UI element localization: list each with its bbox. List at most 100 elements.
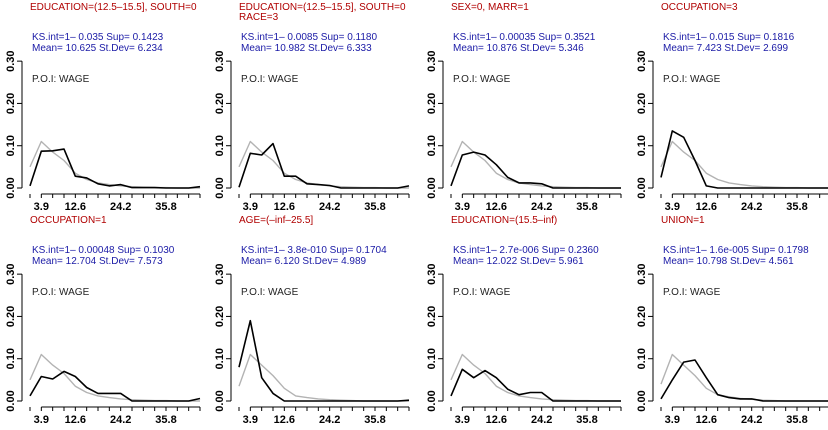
series-line — [29, 140, 200, 189]
chart-panel: SEX=0, MARR=1 KS.int=1– 0.00035 Sup= 0.35… — [426, 2, 622, 213]
y-tick-label: 0.30 — [426, 263, 438, 284]
chart-panel: OCCUPATION=1 KS.int=1– 0.00048 Sup= 0.103… — [5, 215, 201, 426]
x-tick-label: 3.9 — [34, 414, 49, 426]
stats-line: KS.int=1– 0.0085 Sup= 0.1180 — [241, 32, 377, 43]
y-tick-label: 0.20 — [214, 93, 226, 114]
x-tick-label: 35.8 — [364, 201, 385, 213]
x-tick-label: 24.2 — [531, 414, 552, 426]
y-tick-label: 0.30 — [426, 50, 438, 71]
series-line — [29, 370, 201, 402]
y-tick-label: 0.20 — [5, 93, 17, 114]
series-line — [450, 353, 621, 402]
x-tick-label: 12.6 — [65, 201, 86, 213]
poi-label: P.O.I: WAGE — [663, 287, 721, 298]
y-tick-label: 0.30 — [636, 50, 648, 71]
x-tick-label: 12.6 — [274, 414, 295, 426]
x-tick-label: 12.6 — [486, 201, 507, 213]
y-tick-label: 0.20 — [426, 93, 438, 114]
stats-line: KS.int=1– 2.7e-006 Sup= 0.2360 — [453, 245, 599, 256]
y-tick-label: 0.20 — [214, 306, 226, 327]
x-tick-label: 12.6 — [696, 414, 717, 426]
panel-title: EDUCATION=(12.5–15.5], SOUTH=0 — [239, 2, 406, 13]
panel-title: EDUCATION=(15.5–inf) — [451, 215, 557, 226]
stats-line: Mean= 7.423 St.Dev= 2.699 — [663, 43, 789, 54]
y-tick-label: 0.20 — [5, 306, 17, 327]
x-tick-label: 3.9 — [455, 201, 470, 213]
chart-panel: AGE=(–inf–25.5] KS.int=1– 3.8e-010 Sup= 0… — [214, 215, 410, 426]
series-line — [660, 140, 828, 189]
panel-title: RACE=3 — [239, 12, 279, 23]
y-tick-label: 0.20 — [426, 306, 438, 327]
x-tick-label: 24.2 — [741, 414, 762, 426]
x-tick-label: 35.8 — [576, 414, 597, 426]
x-tick-label: 35.8 — [155, 201, 176, 213]
y-tick-label: 0.30 — [5, 263, 17, 284]
x-tick-label: 12.6 — [65, 414, 86, 426]
panel-title: AGE=(–inf–25.5] — [239, 215, 313, 226]
x-tick-label: 12.6 — [486, 414, 507, 426]
y-tick-label: 0.10 — [214, 135, 226, 156]
x-tick-label: 24.2 — [319, 201, 340, 213]
stats-line: KS.int=1– 1.6e-005 Sup= 0.1798 — [663, 245, 809, 256]
x-tick-label: 24.2 — [110, 201, 131, 213]
x-tick-label: 3.9 — [455, 414, 470, 426]
series-line — [450, 140, 621, 189]
stats-line: Mean= 12.704 St.Dev= 7.573 — [32, 256, 163, 267]
x-tick-label: 24.2 — [110, 414, 131, 426]
stats-line: Mean= 6.120 St.Dev= 4.989 — [241, 256, 367, 267]
y-tick-label: 0.00 — [214, 177, 226, 198]
series-line — [29, 148, 201, 189]
poi-label: P.O.I: WAGE — [32, 74, 90, 85]
y-tick-label: 0.10 — [5, 348, 17, 369]
series-line — [238, 142, 410, 189]
x-tick-label: 24.2 — [741, 201, 762, 213]
stats-line: KS.int=1– 3.8e-010 Sup= 0.1704 — [241, 245, 387, 256]
series-line — [238, 353, 409, 402]
y-tick-label: 0.10 — [426, 348, 438, 369]
poi-label: P.O.I: WAGE — [241, 74, 299, 85]
y-tick-label: 0.30 — [214, 263, 226, 284]
y-tick-label: 0.20 — [636, 93, 648, 114]
poi-label: P.O.I: WAGE — [663, 74, 721, 85]
y-tick-label: 0.10 — [636, 135, 648, 156]
x-tick-label: 3.9 — [665, 414, 680, 426]
panel-title: UNION=1 — [661, 215, 705, 226]
y-tick-label: 0.10 — [214, 348, 226, 369]
poi-label: P.O.I: WAGE — [32, 287, 90, 298]
stats-line: KS.int=1– 0.00048 Sup= 0.1030 — [32, 245, 175, 256]
x-tick-label: 3.9 — [665, 201, 680, 213]
panel-title: OCCUPATION=1 — [30, 215, 107, 226]
series-line — [238, 140, 409, 189]
panel-title: SEX=0, MARR=1 — [451, 2, 529, 13]
x-tick-label: 35.8 — [155, 414, 176, 426]
x-tick-label: 35.8 — [786, 201, 807, 213]
y-tick-label: 0.10 — [426, 135, 438, 156]
stats-line: KS.int=1– 0.015 Sup= 0.1816 — [663, 32, 795, 43]
y-tick-label: 0.30 — [214, 50, 226, 71]
series-line — [660, 359, 828, 402]
stats-line: KS.int=1– 0.00035 Sup= 0.3521 — [453, 32, 596, 43]
y-tick-label: 0.20 — [636, 306, 648, 327]
x-tick-label: 3.9 — [243, 201, 258, 213]
series-line — [450, 151, 621, 189]
x-tick-label: 35.8 — [576, 201, 597, 213]
y-tick-label: 0.30 — [5, 50, 17, 71]
series-line — [450, 368, 621, 402]
chart-panel: EDUCATION=(15.5–inf) KS.int=1– 2.7e-006 S… — [426, 215, 622, 426]
y-tick-label: 0.00 — [636, 177, 648, 198]
y-tick-label: 0.10 — [636, 348, 648, 369]
stats-line: KS.int=1– 0.035 Sup= 0.1423 — [32, 32, 164, 43]
panel-title: EDUCATION=(12.5–15.5], SOUTH=0 — [30, 2, 197, 13]
x-tick-label: 35.8 — [364, 414, 385, 426]
y-tick-label: 0.00 — [426, 390, 438, 411]
y-tick-label: 0.00 — [214, 390, 226, 411]
poi-label: P.O.I: WAGE — [453, 74, 511, 85]
poi-label: P.O.I: WAGE — [241, 287, 299, 298]
y-tick-label: 0.00 — [5, 177, 17, 198]
stats-line: Mean= 12.022 St.Dev= 5.961 — [453, 256, 584, 267]
y-tick-label: 0.00 — [426, 177, 438, 198]
series-line — [660, 130, 828, 189]
chart-panel: OCCUPATION=3 KS.int=1– 0.015 Sup= 0.1816M… — [636, 2, 828, 213]
